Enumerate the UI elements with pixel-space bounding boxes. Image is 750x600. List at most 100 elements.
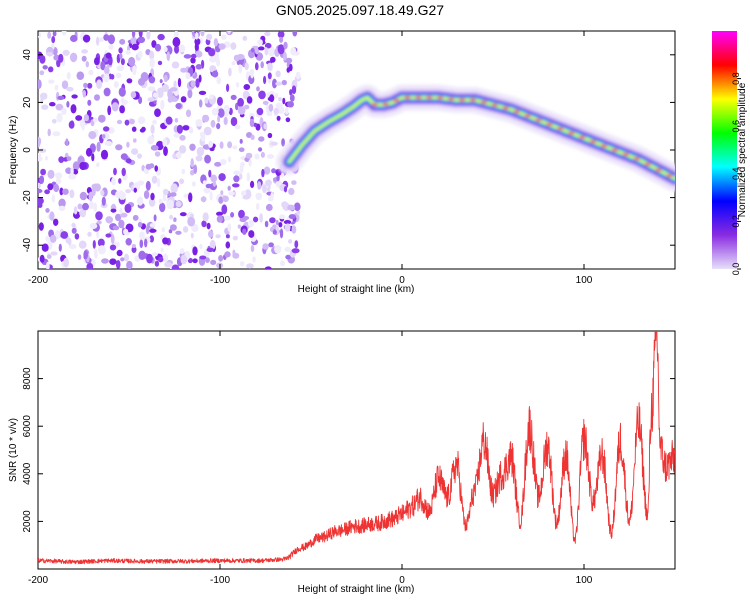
noise-blob xyxy=(284,106,289,115)
noise-blob xyxy=(157,88,164,98)
noise-blob xyxy=(294,202,301,211)
noise-blob xyxy=(171,264,180,269)
noise-blob xyxy=(225,241,231,249)
noise-blob xyxy=(85,60,90,68)
noise-blob xyxy=(83,82,88,88)
noise-blob xyxy=(104,141,113,146)
noise-blob xyxy=(131,31,136,38)
noise-blob xyxy=(44,189,50,195)
noise-blob xyxy=(163,74,168,83)
noise-blob xyxy=(230,42,237,50)
spectrogram-x-label: Height of straight line (km) xyxy=(298,284,415,295)
noise-blob xyxy=(153,214,157,222)
noise-blob xyxy=(55,172,63,180)
noise-blob xyxy=(289,89,293,96)
noise-blob xyxy=(71,222,76,228)
noise-blob xyxy=(227,185,231,191)
noise-blob xyxy=(47,169,55,179)
noise-blob xyxy=(237,224,241,229)
noise-blob xyxy=(39,175,45,184)
noise-blob xyxy=(89,200,94,210)
noise-blob xyxy=(265,179,272,187)
noise-blob xyxy=(172,153,177,159)
noise-blob xyxy=(133,138,137,143)
noise-blob xyxy=(91,183,100,190)
noise-blob xyxy=(105,233,112,238)
noise-blob xyxy=(115,213,122,222)
noise-blob xyxy=(145,180,151,191)
colorbar-tick-label: 0.4 xyxy=(731,168,741,181)
noise-blob xyxy=(148,197,156,207)
noise-blob xyxy=(238,147,245,152)
noise-blob xyxy=(269,90,275,96)
noise-blob xyxy=(208,48,216,57)
noise-blob xyxy=(149,50,155,60)
noise-blob xyxy=(167,88,173,99)
noise-blob xyxy=(38,79,42,89)
noise-blob xyxy=(169,214,174,220)
noise-blob xyxy=(163,146,168,157)
noise-blob xyxy=(217,115,221,123)
noise-blob xyxy=(105,52,112,59)
ridge-peak xyxy=(371,103,378,107)
noise-blob xyxy=(147,135,155,145)
spectrogram-y-tick-label: 40 xyxy=(22,49,33,61)
noise-blob xyxy=(227,223,232,232)
noise-blob xyxy=(52,31,57,37)
noise-blob xyxy=(62,49,70,56)
spectrogram-y-tick-label: -20 xyxy=(22,190,33,205)
noise-blob xyxy=(81,123,85,131)
noise-blob xyxy=(188,192,193,203)
noise-blob xyxy=(77,254,82,260)
colorbar-tick-label: 0.2 xyxy=(731,215,741,228)
noise-blob xyxy=(203,126,212,136)
noise-blob xyxy=(149,58,155,68)
noise-blob xyxy=(69,189,75,199)
noise-blob xyxy=(243,84,251,90)
noise-blob xyxy=(41,104,49,110)
noise-blob xyxy=(124,119,130,126)
noise-blob xyxy=(118,219,125,229)
noise-blob xyxy=(205,183,212,189)
noise-blob xyxy=(100,190,105,196)
noise-blob xyxy=(255,192,263,199)
noise-blob xyxy=(129,118,135,125)
noise-blob xyxy=(274,244,282,254)
noise-blob xyxy=(123,228,129,235)
noise-blob xyxy=(291,85,297,94)
noise-blob xyxy=(75,115,83,121)
ridge-peak xyxy=(524,114,531,118)
noise-blob xyxy=(249,112,255,119)
noise-blob xyxy=(49,102,56,107)
noise-blob xyxy=(137,36,146,44)
spectrogram-x-tick-label: 100 xyxy=(576,275,593,286)
noise-blob xyxy=(276,174,280,182)
ridge-peak xyxy=(579,135,586,139)
noise-blob xyxy=(200,196,207,202)
noise-blob xyxy=(47,128,51,137)
noise-blob xyxy=(157,60,163,66)
noise-blob xyxy=(264,266,272,269)
noise-blob xyxy=(88,69,94,76)
noise-blob xyxy=(101,196,106,206)
noise-blob xyxy=(115,144,123,151)
noise-blob xyxy=(68,173,77,180)
colorbar-label: Normalized spectral amplitude xyxy=(737,82,748,217)
noise-blob xyxy=(267,132,273,139)
noise-blob xyxy=(272,224,277,230)
noise-blob xyxy=(200,133,206,142)
noise-blob xyxy=(96,79,103,89)
noise-blob xyxy=(195,64,203,70)
noise-blob xyxy=(39,254,45,263)
noise-blob xyxy=(97,238,105,247)
noise-blob xyxy=(270,141,278,146)
noise-blob xyxy=(275,219,279,226)
noise-blob xyxy=(232,183,240,188)
noise-blob xyxy=(167,96,173,103)
snr-y-tick-label: 8000 xyxy=(22,367,33,390)
noise-blob xyxy=(190,53,197,59)
noise-blob xyxy=(137,196,144,206)
noise-blob xyxy=(263,166,271,175)
noise-blob xyxy=(187,216,196,227)
noise-blob xyxy=(143,190,150,200)
